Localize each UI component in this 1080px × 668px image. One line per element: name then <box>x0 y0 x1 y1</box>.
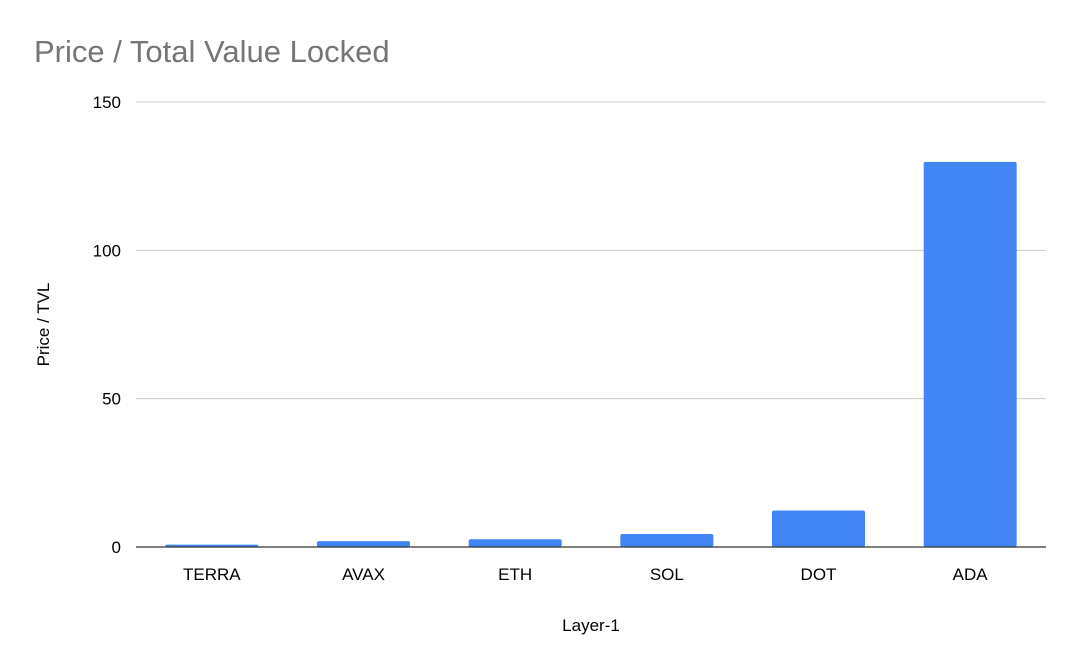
y-axis-title: Price / TVL <box>34 283 53 367</box>
bar <box>317 541 410 547</box>
chart-title: Price / Total Value Locked <box>34 34 390 69</box>
x-tick-label: AVAX <box>342 565 385 584</box>
gridlines <box>136 101 1046 400</box>
x-tick-label: DOT <box>801 565 837 584</box>
bar <box>468 539 562 547</box>
bar <box>620 533 714 547</box>
y-tick-label: 0 <box>112 538 121 557</box>
bar <box>923 161 1017 547</box>
y-tick-label: 50 <box>102 390 121 409</box>
bars <box>165 161 1017 547</box>
y-axis-tick-labels: 0 50 100 150 <box>93 93 121 557</box>
x-tick-label: ADA <box>953 565 989 584</box>
x-axis-tick-labels: TERRA AVAX ETH SOL DOT ADA <box>183 565 988 584</box>
x-tick-label: SOL <box>650 565 684 584</box>
x-axis-title: Layer-1 <box>562 616 620 635</box>
x-tick-label: TERRA <box>183 565 241 584</box>
x-tick-label: ETH <box>498 565 532 584</box>
y-tick-label: 150 <box>93 93 121 112</box>
bar <box>772 510 865 547</box>
y-tick-label: 100 <box>93 241 121 260</box>
